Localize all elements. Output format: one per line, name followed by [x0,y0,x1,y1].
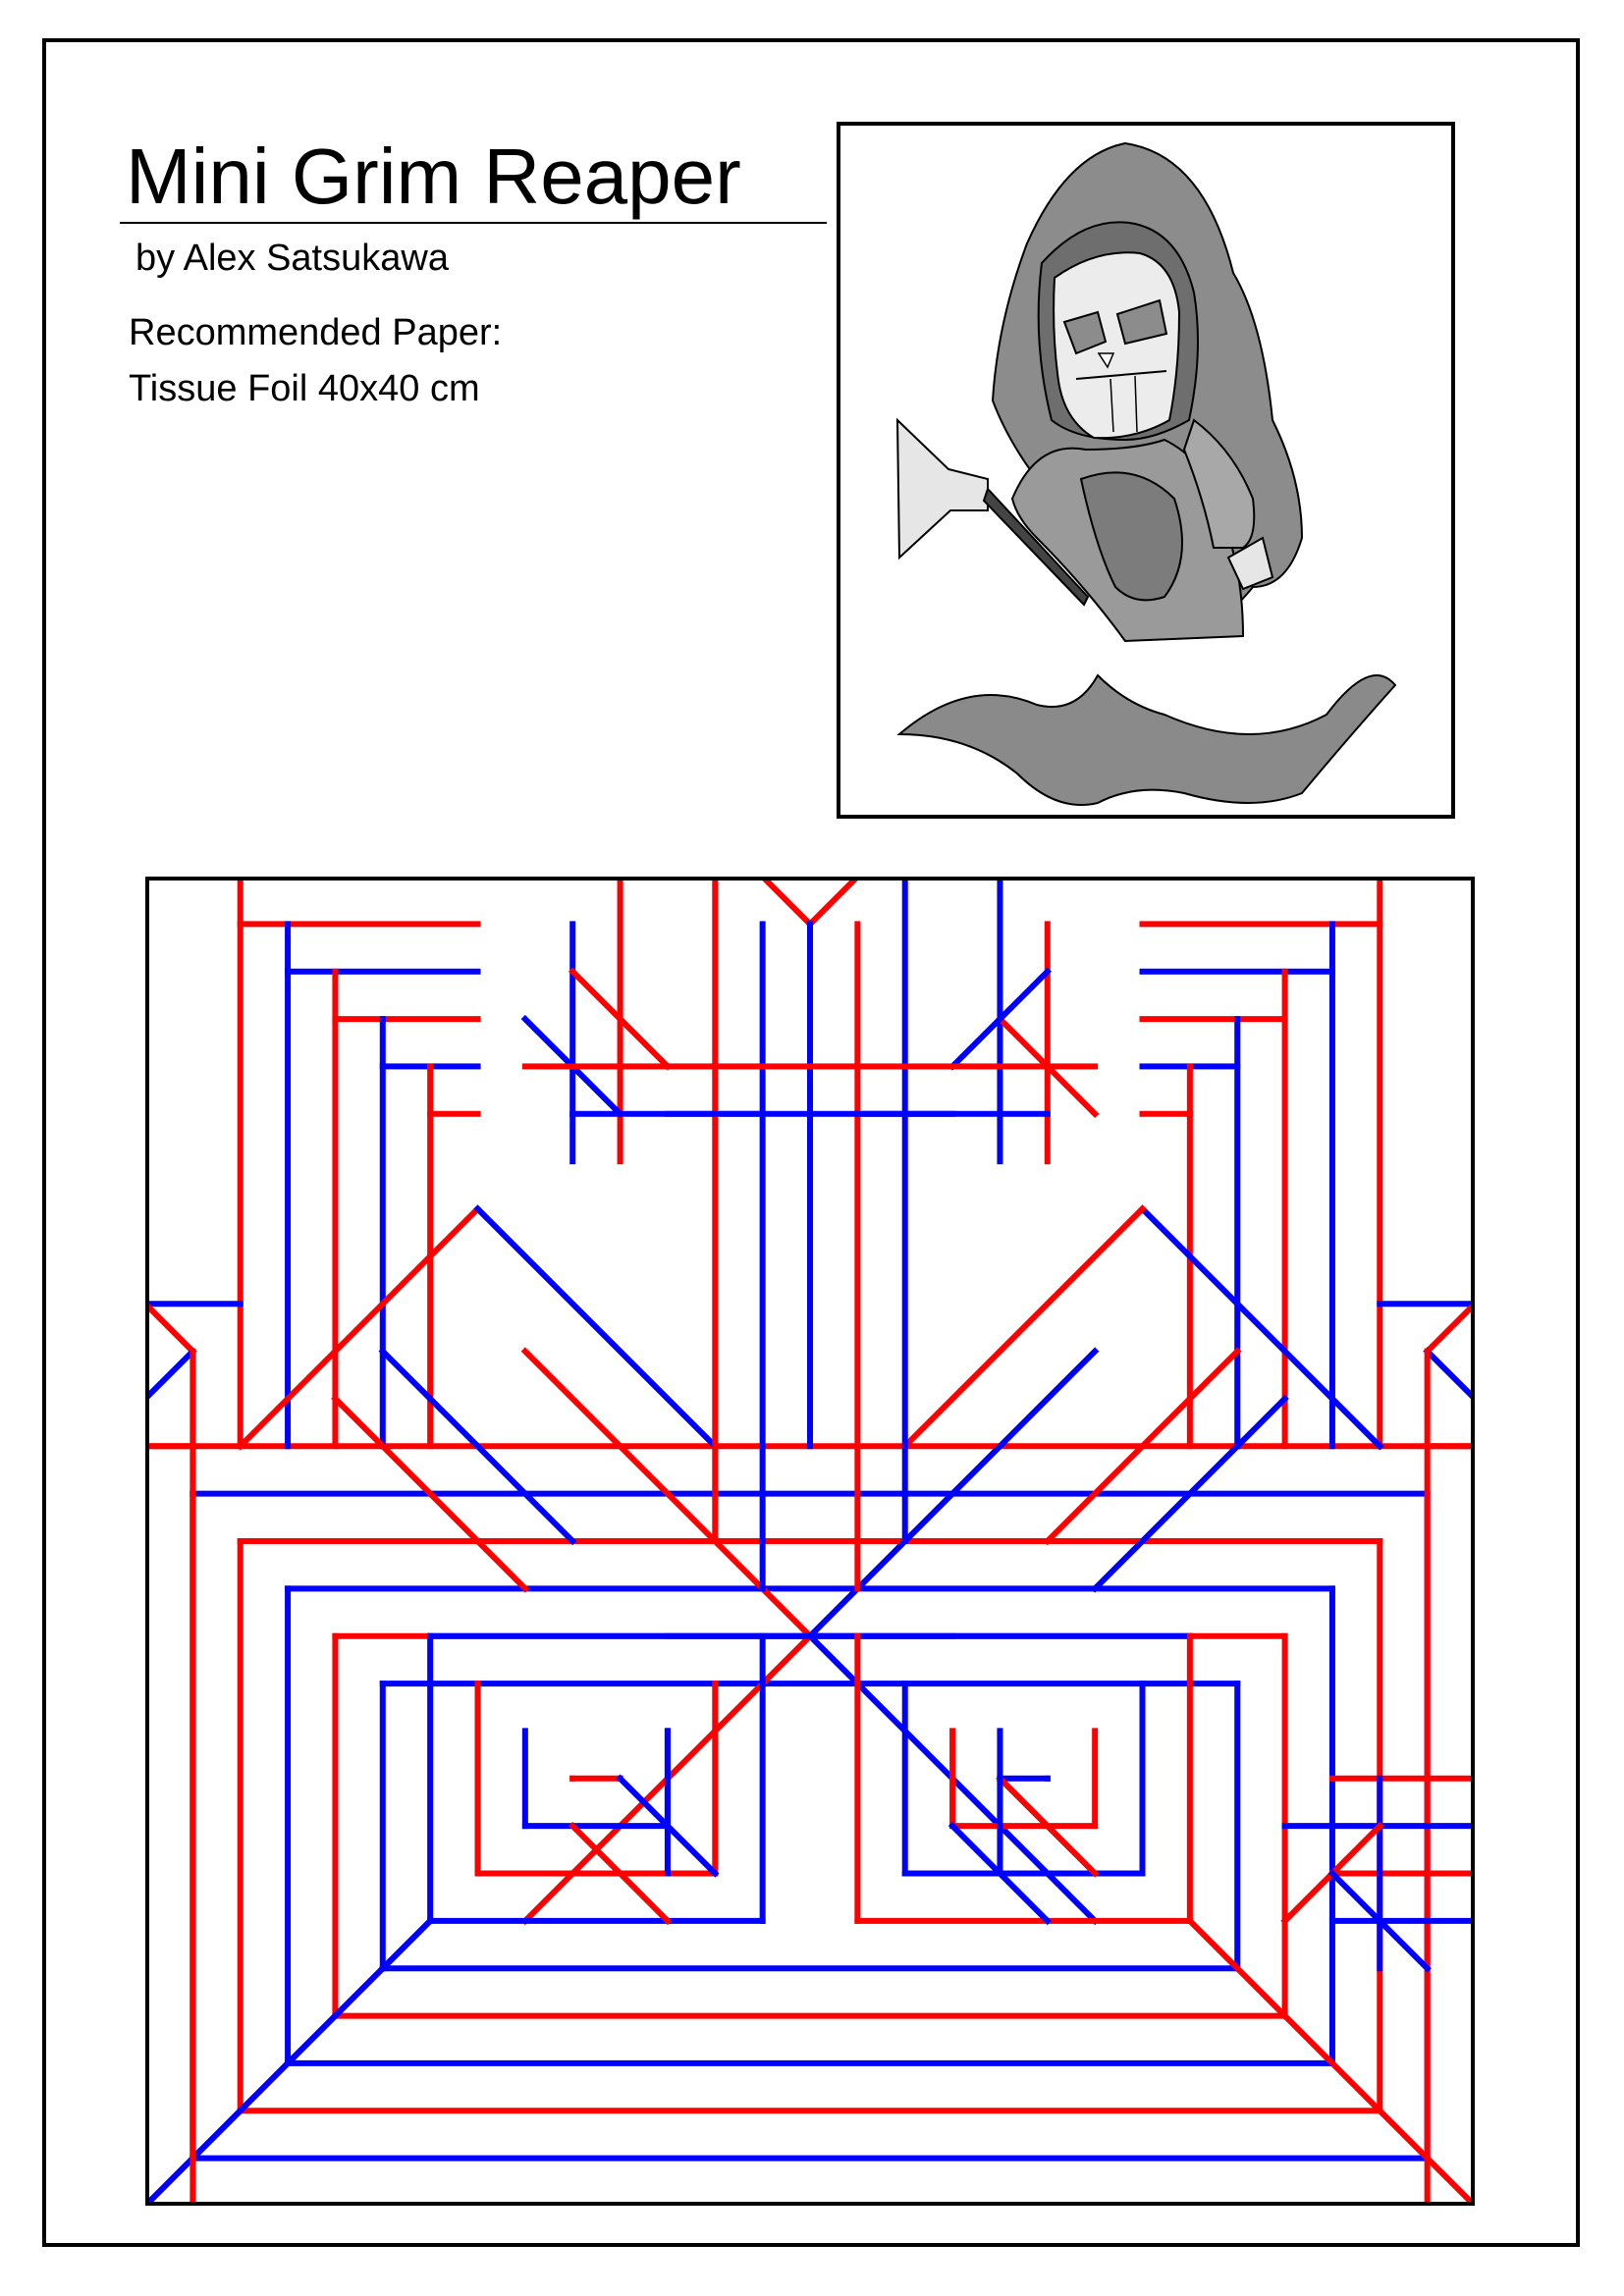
valley-fold-line [1423,1347,1475,1404]
valley-fold-line [145,1347,197,1404]
page-frame [42,38,1580,2247]
valley-fold-line [473,1204,720,1451]
valley-fold-line [378,1347,577,1546]
mountain-fold-line [1043,1347,1242,1546]
model-illustration [837,122,1455,819]
valley-fold-line [947,967,1053,1071]
author-line: by Alex Satsukawa [135,238,449,279]
mountain-fold-line [996,1774,1100,1878]
mountain-fold-line [758,877,815,929]
mountain-fold-line [568,1821,673,1926]
crease-pattern-icon [145,877,1475,2206]
title-underline [120,222,827,224]
valley-fold-line [1138,1204,1384,1451]
valley-fold-line [1327,1869,1432,1973]
mountain-fold-line [236,1204,482,1451]
crease-pattern-diagram [145,877,1475,2206]
mountain-fold-line [568,967,673,1071]
mountain-fold-line [805,877,862,929]
grim-reaper-icon [895,141,1397,806]
mountain-fold-line [145,1299,197,1356]
paper-value: Tissue Foil 40x40 cm [129,368,480,409]
mountain-fold-line [900,1204,1147,1451]
mountain-fold-line [1423,1299,1475,1356]
valley-fold-line [1090,1394,1289,1593]
page-title: Mini Grim Reaper [126,133,741,220]
paper-label: Recommended Paper: [129,312,503,353]
mountain-fold-line [331,1394,530,1593]
